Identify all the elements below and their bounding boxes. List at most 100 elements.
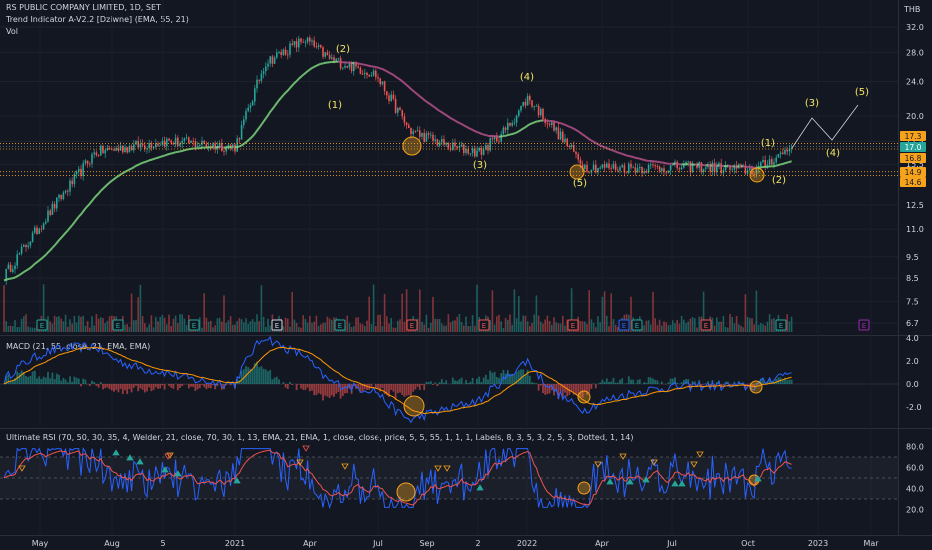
volume-bar [674,323,676,332]
volume-bar [199,317,201,332]
candle-body [265,66,267,72]
price-tick-label: 8.5 [906,274,919,283]
macd-hist-bar [99,382,102,384]
volume-bar [64,314,67,332]
volume-bar [205,317,208,332]
macd-hist-bar [513,375,516,384]
volume-bar [434,318,436,332]
macd-hist-bar [616,382,619,384]
volume-bar [617,326,619,332]
macd-hist-bar [291,384,294,385]
time-tick-label: Apr [303,539,318,548]
candle-body [672,164,674,166]
macd-hist-bar [570,384,573,392]
candle-body [133,144,135,151]
macd-hist-bar [275,376,278,384]
candle-body [104,150,106,154]
volume-bar [267,318,269,332]
candle-body [267,63,269,67]
macd-hist-bar [632,379,635,384]
volume-bar [375,326,377,332]
earnings-marker-label: E [635,322,639,330]
candle-body [25,245,27,248]
volume-bar [740,325,742,332]
macd-hist-bar [282,382,285,384]
macd-tick-label: 2.0 [906,357,919,366]
candle-body [95,152,98,156]
candle-body [471,148,474,154]
volume-bar [476,284,478,332]
candle-body [262,71,265,74]
volume-bar [524,315,527,332]
volume-bar [647,320,650,332]
pivot-highlight [569,164,585,180]
volume-bar [579,320,582,332]
macd-hist-bar [229,384,232,386]
macd-hist-bar [482,377,485,384]
rsi-tick-label: 80.0 [906,443,924,452]
candle-body [89,163,91,165]
candle-body [130,146,133,151]
candle-body [478,147,480,151]
macd-hist-bar [170,384,173,388]
macd-hist-bar [337,384,340,393]
volume-bar [788,321,791,332]
candle-body [102,145,104,154]
candle-body [566,138,568,147]
volume-bar [227,320,230,332]
volume-bar [102,318,104,332]
macd-histogram [5,361,793,401]
candle-body [425,133,428,142]
price-badge [900,167,926,177]
volume-bar [720,321,722,332]
candle-body [469,153,472,154]
candle-body [126,147,128,153]
candle-body [434,139,436,141]
macd-hist-bar [759,378,762,384]
candle-body [238,138,241,140]
candle-body [137,140,139,148]
candle-body [201,140,203,145]
macd-hist-bar [394,384,397,400]
volume-bar [771,319,773,332]
candle-body [386,91,388,96]
macd-hist-bar [251,369,254,384]
price-tick-label: 20.0 [906,112,924,121]
candle-body [460,144,463,147]
candle-body [361,73,364,75]
macd-hist-bar [401,384,404,395]
candle-body [676,161,678,169]
macd-hist-bar [647,377,650,384]
candle-body [14,265,16,270]
macd-hist-bar [548,384,551,394]
volume-bar [155,316,157,332]
price-tick-label: 32.0 [906,23,924,32]
volume-bar [588,290,590,332]
candle-body [16,254,18,266]
candle-body [397,107,399,113]
volume-bar [405,289,408,332]
candle-body [40,228,43,230]
volume-bar [172,318,175,332]
candle-body [251,101,254,106]
wave-label: (2) [336,44,350,55]
candle-body [174,137,177,145]
macd-hist-bar [625,383,628,384]
volume-bar [498,314,500,332]
macd-hist-bar [775,378,778,384]
macd-hist-bar [680,382,683,384]
macd-hist-bar [319,384,322,395]
candle-body [141,143,144,146]
candle-body [630,163,632,168]
macd-hist-bar [348,384,351,389]
volume-bar [179,314,181,332]
volume-bar [676,319,678,332]
macd-hist-bar [537,384,540,391]
candle-body [691,164,694,173]
volume-bar [729,314,731,332]
macd-hist-bar [350,384,353,394]
candle-body [540,108,542,116]
macd-hist-bar [339,384,342,399]
candle-body [760,162,762,167]
